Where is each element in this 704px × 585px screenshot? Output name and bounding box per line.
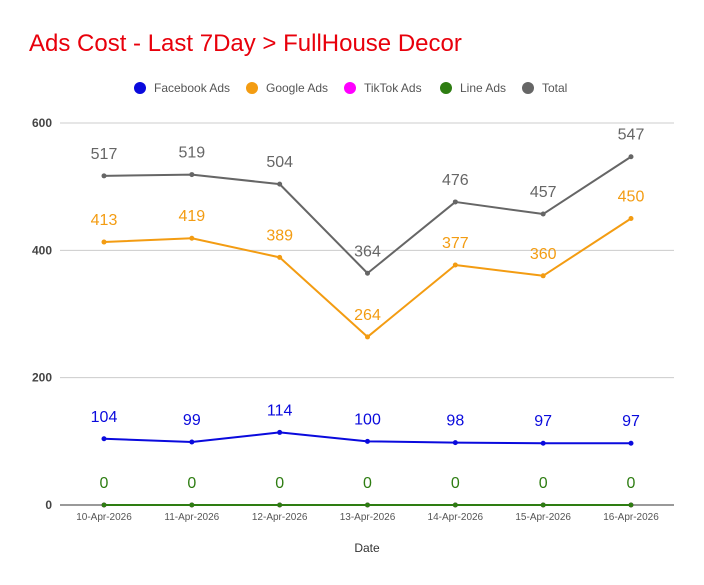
data-point-facebook-ads [540, 440, 546, 446]
data-point-google-ads [365, 334, 370, 340]
data-point-total [277, 181, 283, 187]
data-label-facebook-ads: 100 [354, 411, 381, 428]
data-labels: 0 0 0 0 0 0 0 104 99 114 100 98 97 97 413 419 389 264 377 3… [91, 127, 645, 492]
data-point-line-ads [452, 502, 458, 508]
data-label-total: 364 [354, 243, 381, 260]
data-label-facebook-ads: 97 [534, 413, 552, 430]
plot-area [101, 154, 634, 508]
legend-label-tiktok-ads: TikTok Ads [364, 81, 422, 95]
x-tick-label: 14-Apr-2026 [428, 512, 484, 523]
data-point-google-ads [101, 239, 107, 245]
data-point-total [101, 173, 107, 179]
legend-marker-google-ads [246, 82, 258, 94]
data-label-line-ads: 0 [451, 475, 460, 492]
data-label-facebook-ads: 99 [183, 412, 201, 429]
data-point-facebook-ads [277, 429, 283, 435]
data-point-line-ads [189, 502, 195, 508]
data-point-total [189, 172, 195, 178]
legend-label-line-ads: Line Ads [460, 81, 506, 95]
data-label-facebook-ads: 98 [446, 413, 464, 430]
legend-marker-line-ads [440, 82, 452, 94]
data-label-line-ads: 0 [187, 475, 196, 492]
data-point-facebook-ads [101, 436, 107, 442]
data-point-total [452, 199, 458, 205]
x-tick-label: 16-Apr-2026 [603, 512, 659, 523]
data-point-line-ads [101, 502, 107, 508]
data-label-total: 476 [442, 172, 469, 189]
data-label-line-ads: 0 [275, 475, 284, 492]
data-point-total [365, 270, 370, 276]
data-point-google-ads [189, 235, 195, 241]
data-point-facebook-ads [365, 438, 370, 444]
y-axis: 0 200 400 600 [32, 116, 52, 512]
data-label-line-ads: 0 [100, 475, 109, 492]
data-label-total: 504 [266, 154, 293, 171]
data-label-total: 519 [178, 145, 205, 162]
y-tick-label: 200 [32, 371, 52, 385]
x-tick-label: 12-Apr-2026 [252, 512, 308, 523]
data-label-total: 547 [618, 127, 645, 144]
data-point-google-ads [540, 273, 546, 279]
legend-label-facebook-ads: Facebook Ads [154, 81, 230, 95]
data-label-google-ads: 264 [354, 307, 381, 324]
data-label-google-ads: 413 [91, 212, 118, 229]
data-point-google-ads [452, 262, 458, 268]
y-tick-label: 600 [32, 116, 52, 130]
chart-title: Ads Cost - Last 7Day > FullHouse Decor [29, 30, 462, 57]
data-point-total [628, 154, 634, 160]
data-point-total [540, 211, 546, 217]
legend-marker-tiktok-ads [344, 82, 356, 94]
legend-marker-total [522, 82, 534, 94]
data-point-line-ads [365, 502, 370, 508]
x-tick-label: 15-Apr-2026 [515, 512, 571, 523]
data-label-google-ads: 377 [442, 235, 469, 252]
data-point-line-ads [628, 502, 634, 508]
data-label-line-ads: 0 [627, 475, 636, 492]
x-axis: 10-Apr-2026 11-Apr-2026 12-Apr-2026 13-Apr-… [76, 512, 659, 523]
data-label-line-ads: 0 [539, 475, 548, 492]
y-tick-label: 400 [32, 243, 52, 257]
x-axis-label: Date [354, 541, 380, 555]
x-tick-label: 10-Apr-2026 [76, 512, 132, 523]
data-label-facebook-ads: 114 [267, 402, 293, 419]
legend-label-google-ads: Google Ads [266, 81, 328, 95]
data-label-google-ads: 419 [178, 208, 205, 225]
legend: Facebook Ads Google Ads TikTok Ads Line Ads… [134, 81, 567, 95]
data-point-facebook-ads [452, 440, 458, 446]
data-label-line-ads: 0 [363, 475, 372, 492]
data-point-line-ads [277, 502, 283, 508]
data-label-facebook-ads: 104 [91, 409, 118, 426]
x-tick-label: 11-Apr-2026 [164, 512, 219, 523]
data-label-google-ads: 450 [618, 189, 645, 206]
y-tick-label: 0 [45, 498, 52, 512]
data-label-facebook-ads: 97 [622, 413, 640, 430]
x-tick-label: 13-Apr-2026 [340, 512, 396, 523]
legend-marker-facebook-ads [134, 82, 146, 94]
data-point-facebook-ads [628, 440, 634, 446]
data-label-total: 517 [91, 146, 118, 163]
data-point-google-ads [277, 254, 283, 260]
data-point-google-ads [628, 216, 634, 221]
data-label-google-ads: 389 [266, 227, 293, 244]
data-label-google-ads: 360 [530, 246, 557, 263]
legend-label-total: Total [542, 81, 567, 95]
data-point-line-ads [540, 502, 546, 508]
data-point-facebook-ads [189, 439, 195, 445]
data-label-total: 457 [530, 184, 557, 201]
